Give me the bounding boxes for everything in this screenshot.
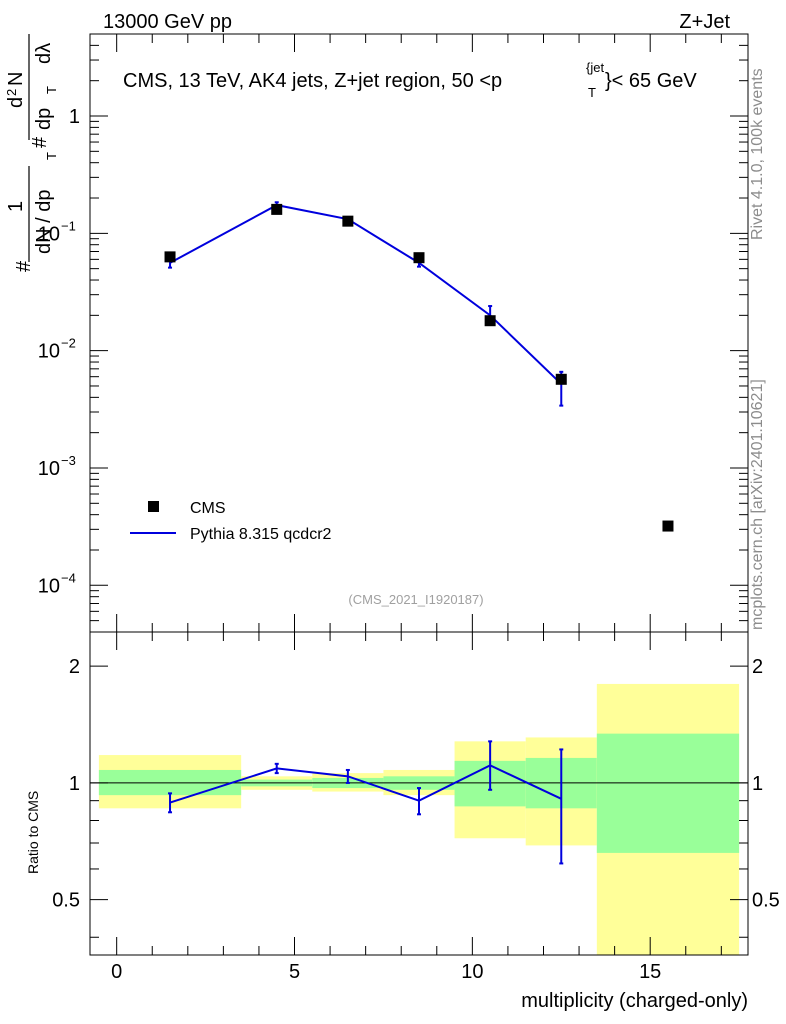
- ratio-mc-line: [169, 764, 562, 804]
- ratio-ylabel: Ratio to CMS: [25, 791, 41, 874]
- ratio-y-tick-label-right: 2: [752, 656, 763, 678]
- y-tick-label: 10: [38, 575, 60, 597]
- cms-data-point: [484, 315, 496, 327]
- ratio-plot-area: 0.5 0.5 1 1 2 2 0 5 10 15: [52, 631, 780, 983]
- ratio-y-tick-label: 1: [69, 773, 80, 795]
- y-tick-exponent: −4: [61, 570, 76, 585]
- title-sup: {jet: [586, 60, 604, 75]
- legend-cms-label: CMS: [190, 500, 226, 517]
- x-tick-label: 15: [639, 961, 661, 983]
- ratio-plot-marks: [168, 740, 564, 865]
- x-tick-label: 0: [111, 961, 122, 983]
- analysis-watermark: (CMS_2021_I1920187): [348, 592, 483, 607]
- ylabel-t2: T: [44, 86, 59, 94]
- cms-data-point: [555, 373, 567, 385]
- ylabel-hash-1: #: [13, 260, 35, 272]
- main-frame: [89, 33, 749, 633]
- y-tick-label: 1: [69, 106, 80, 128]
- ylabel-dp: dp: [33, 108, 55, 130]
- cms-data-point: [662, 520, 674, 532]
- x-tick-label: 5: [289, 961, 300, 983]
- y-tick-label: 10: [38, 341, 60, 363]
- cms-data-point: [164, 251, 176, 263]
- ratio-frame: [89, 631, 749, 956]
- legend-mc-label: Pythia 8.315 qcdcr2: [190, 526, 332, 543]
- main-ylabel: # 1 dN / dp T # d 2 N dp T dλ: [4, 34, 59, 272]
- cms-data-point: [342, 215, 354, 227]
- ratio-y-tick-label-right: 1: [752, 773, 763, 795]
- y-tick-exponent: −3: [61, 453, 76, 468]
- svg-text:CMS, 13 TeV, AK4 jets, Z+jet r: CMS, 13 TeV, AK4 jets, Z+jet region, 50 …: [123, 70, 502, 92]
- main-plot-area: 110−110−210−310−4: [38, 33, 749, 633]
- uncertainty-band-green: [596, 733, 740, 853]
- main-plot-title: CMS, 13 TeV, AK4 jets, Z+jet region, 50 …: [123, 60, 697, 100]
- ratio-y-tick-label-right: 0.5: [752, 890, 780, 912]
- header-left: 13000 GeV pp: [103, 11, 232, 33]
- header-right: Z+Jet: [679, 11, 730, 33]
- cms-data-point: [413, 252, 425, 264]
- cms-data-point: [271, 203, 283, 215]
- rivet-version-text: Rivet 4.1.0, 100k events: [749, 68, 766, 240]
- y-tick-label: 10: [38, 458, 60, 480]
- y-tick-label: 10: [38, 223, 60, 245]
- x-tick-label: 10: [461, 961, 483, 983]
- mc-series-line: [169, 204, 562, 385]
- legend: CMS Pythia 8.315 qcdcr2: [130, 500, 332, 543]
- title-tail: }< 65 GeV: [605, 70, 697, 92]
- ylabel-dndpt: dN / dp: [33, 190, 55, 254]
- ylabel-d: d: [5, 97, 27, 108]
- title-main: CMS, 13 TeV, AK4 jets, Z+jet region, 50 …: [123, 70, 502, 92]
- ylabel-n: N: [5, 72, 27, 86]
- ylabel-hash-2: #: [29, 136, 51, 148]
- ratio-xlabel: multiplicity (charged-only): [521, 990, 748, 1012]
- ylabel-dlambda: dλ: [33, 43, 55, 64]
- title-sub: T: [588, 85, 596, 100]
- ratio-y-tick-label: 0.5: [52, 890, 80, 912]
- main-plot-marks: [164, 201, 674, 532]
- ylabel-exp2: 2: [4, 89, 19, 96]
- y-tick-exponent: −2: [61, 336, 76, 351]
- ratio-y-tick-label: 2: [69, 656, 80, 678]
- ylabel-one: 1: [5, 201, 27, 212]
- y-tick-exponent: −1: [61, 218, 76, 233]
- mcplots-text: mcplots.cern.ch [arXiv:2401.10621]: [749, 379, 766, 630]
- legend-cms-marker: [148, 501, 159, 512]
- ylabel-t1: T: [44, 152, 59, 160]
